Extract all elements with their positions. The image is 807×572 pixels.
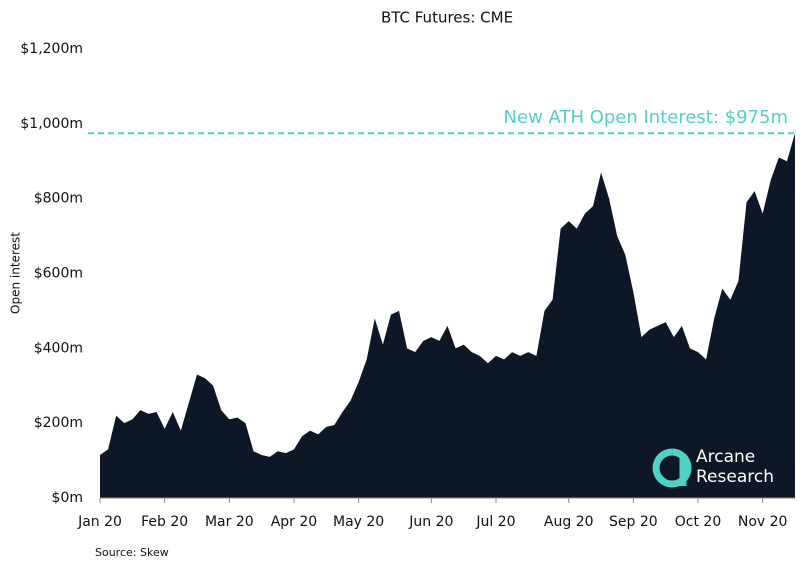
y-tick-label: $0m [52, 490, 83, 506]
x-tick-label: Mar 20 [205, 514, 254, 530]
x-tick-label: Apr 20 [271, 514, 317, 530]
x-tick-label: Jan 20 [77, 514, 122, 530]
x-tick-label: Oct 20 [675, 514, 721, 530]
y-tick-label: $400m [34, 340, 83, 356]
y-tick-label: $1,200m [20, 41, 83, 57]
x-tick-label: Jul 20 [475, 514, 515, 530]
y-tick-label: $600m [34, 266, 83, 282]
x-tick-label: Feb 20 [141, 514, 188, 530]
logo-text: Arcane [696, 447, 755, 467]
y-tick-label: $800m [34, 191, 83, 207]
y-axis-label: Open interest [9, 232, 23, 314]
x-tick-label: May 20 [333, 514, 384, 530]
y-tick-label: $1,000m [20, 116, 83, 132]
y-tick-label: $200m [34, 415, 83, 431]
x-tick-label: Nov 20 [738, 514, 788, 530]
x-tick-label: Sep 20 [609, 514, 658, 530]
x-tick-label: Jun 20 [408, 514, 453, 530]
area [100, 133, 795, 498]
chart-title: BTC Futures: CME [381, 9, 513, 27]
annotation: New ATH Open Interest: $975m [504, 107, 788, 128]
x-tick-label: Aug 20 [544, 514, 594, 530]
logo-text: Research [696, 467, 774, 487]
source: Source: Skew [95, 546, 169, 559]
